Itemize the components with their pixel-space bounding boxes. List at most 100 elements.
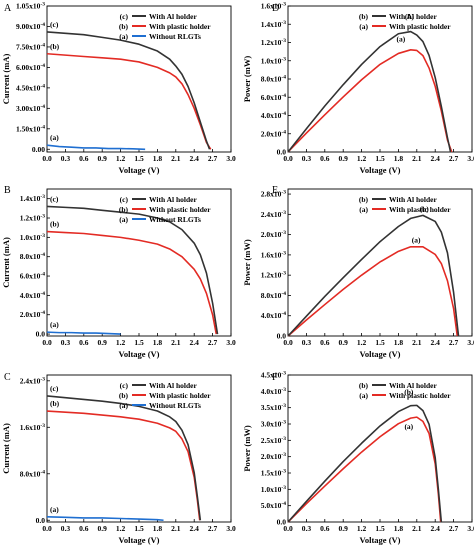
legend-entry: With Al holder bbox=[389, 195, 437, 204]
x-axis-label: Voltage (V) bbox=[360, 535, 401, 545]
y-tick-label: 2.0x10-4 bbox=[261, 129, 286, 138]
y-tick-label: 1.6x10-3 bbox=[261, 2, 286, 11]
x-tick-label: 0.3 bbox=[302, 154, 312, 163]
panel-label: D bbox=[272, 3, 279, 14]
x-tick-label: 0.6 bbox=[79, 154, 89, 163]
legend-entry: With Al holder bbox=[149, 381, 197, 390]
series-line-a bbox=[46, 144, 146, 151]
curve-label: (b) bbox=[50, 399, 60, 408]
series-line-a bbox=[287, 245, 459, 337]
y-tick-label: 4.5x10-3 bbox=[261, 371, 286, 380]
x-tick-label: 2.4 bbox=[190, 154, 200, 163]
x-tick-label: 2.1 bbox=[412, 524, 422, 533]
x-tick-label: 1.8 bbox=[394, 154, 404, 163]
panel-label: C bbox=[4, 372, 11, 383]
x-tick-label: 3.0 bbox=[226, 338, 236, 347]
y-tick-label: 8.0x10-4 bbox=[261, 75, 286, 84]
x-tick-label: 1.8 bbox=[153, 154, 163, 163]
y-tick-label: 4.0x10-4 bbox=[261, 311, 286, 320]
legend-tag: (a) bbox=[359, 391, 368, 400]
x-tick-label: 2.7 bbox=[449, 524, 459, 533]
curve-label: (a) bbox=[412, 236, 421, 245]
series-line-b bbox=[46, 410, 201, 521]
x-tick-label: 0.9 bbox=[339, 338, 349, 347]
legend-tag: (c) bbox=[120, 381, 129, 390]
y-tick-label: 0.00 bbox=[32, 145, 45, 154]
x-axis-label: Voltage (V) bbox=[119, 165, 160, 175]
curve-label: (b) bbox=[50, 220, 60, 229]
y-tick-label: 1.5x10-3 bbox=[261, 469, 286, 478]
x-axis-label: Voltage (V) bbox=[360, 349, 401, 359]
x-tick-label: 1.2 bbox=[116, 338, 126, 347]
y-tick-label: 5.0x10-4 bbox=[261, 501, 286, 510]
legend-tag: (b) bbox=[119, 391, 129, 400]
x-tick-label: 0.3 bbox=[61, 154, 71, 163]
curve-label: (c) bbox=[50, 384, 59, 393]
series-line-c bbox=[46, 205, 219, 335]
x-tick-label: 0.0 bbox=[42, 154, 52, 163]
legend-tag: (a) bbox=[119, 401, 128, 410]
x-tick-label: 2.4 bbox=[190, 524, 200, 533]
legend-tag: (c) bbox=[120, 195, 129, 204]
x-tick-label: 2.1 bbox=[171, 154, 181, 163]
legend-entry: With Al holder bbox=[389, 381, 437, 390]
x-tick-label: 2.4 bbox=[190, 338, 200, 347]
x-tick-label: 3.0 bbox=[467, 338, 474, 347]
x-tick-label: 0.0 bbox=[283, 524, 293, 533]
x-tick-label: 1.2 bbox=[357, 338, 367, 347]
y-tick-label: 4.50x10-4 bbox=[16, 83, 45, 92]
curve-label: (a) bbox=[50, 133, 59, 142]
y-tick-label: 2.4x10-3 bbox=[20, 376, 45, 385]
curve-label: (b) bbox=[405, 12, 415, 21]
legend-entry: With Al holder bbox=[149, 12, 197, 21]
curve-label: (b) bbox=[420, 204, 430, 213]
x-tick-label: 1.5 bbox=[134, 154, 144, 163]
x-tick-label: 3.0 bbox=[467, 524, 474, 533]
legend-entry: With plastic holder bbox=[389, 22, 451, 31]
x-tick-label: 1.5 bbox=[375, 154, 385, 163]
x-tick-label: 3.0 bbox=[467, 154, 474, 163]
x-tick-label: 1.2 bbox=[116, 524, 126, 533]
panel-D: D 0.0 0.3 0.6 0.9 1.2 1.5 1.8 2.1 2.4 2.7 3.0 0.0 2.0… bbox=[242, 2, 474, 176]
y-tick-label: 8.0x10-4 bbox=[261, 291, 286, 300]
series-line-a bbox=[287, 416, 442, 523]
x-tick-label: 2.1 bbox=[171, 524, 181, 533]
x-tick-label: 0.6 bbox=[320, 524, 330, 533]
x-tick-label: 1.5 bbox=[134, 338, 144, 347]
legend-entry: Without RLGTs bbox=[149, 32, 201, 41]
x-tick-label: 0.3 bbox=[61, 338, 71, 347]
x-tick-label: 1.8 bbox=[394, 338, 404, 347]
legend-entry: With Al holder bbox=[389, 12, 437, 21]
curve-label: (c) bbox=[50, 20, 59, 29]
legend-tag: (b) bbox=[359, 12, 369, 21]
y-tick-label: 1.2x10-3 bbox=[20, 214, 45, 223]
panel-A: A 0.0 0.3 0.6 0.9 1.2 1.5 1.8 2.1 2.4 2.7 3.0 0.00 1.… bbox=[1, 2, 236, 176]
x-tick-label: 1.2 bbox=[116, 154, 126, 163]
y-axis-label: Current (mA) bbox=[1, 423, 11, 474]
panel-B: B 0.0 0.3 0.6 0.9 1.2 1.5 1.8 2.1 2.4 2.7 3.0 0.0 2.0… bbox=[1, 185, 236, 359]
y-tick-label: 1.6x10-3 bbox=[20, 423, 45, 432]
y-tick-label: 4.0x10-4 bbox=[20, 291, 45, 300]
x-tick-label: 1.2 bbox=[357, 154, 367, 163]
y-tick-label: 2.0x10-3 bbox=[261, 452, 286, 461]
y-tick-label: 9.00x10-4 bbox=[16, 22, 45, 31]
y-tick-label: 6.0x10-4 bbox=[20, 272, 45, 281]
series-line-a bbox=[46, 331, 121, 335]
series-line-c bbox=[46, 31, 211, 150]
y-tick-label: 2.4x10-3 bbox=[261, 210, 286, 219]
y-axis-label: Power (mW) bbox=[242, 425, 252, 472]
x-tick-label: 2.4 bbox=[431, 524, 441, 533]
curve-label: (a) bbox=[50, 320, 59, 329]
y-axis-label: Current (mA) bbox=[1, 237, 11, 288]
x-tick-label: 0.3 bbox=[302, 524, 312, 533]
legend-tag: (a) bbox=[119, 32, 128, 41]
series-line-c bbox=[46, 395, 202, 521]
y-tick-label: 1.05x10-3 bbox=[16, 2, 45, 11]
x-tick-label: 2.1 bbox=[412, 338, 422, 347]
curve-label: (b) bbox=[50, 42, 60, 51]
series-line-a bbox=[46, 515, 164, 522]
x-tick-label: 0.6 bbox=[79, 524, 89, 533]
x-tick-label: 0.0 bbox=[42, 524, 52, 533]
legend-entry: With plastic holder bbox=[149, 391, 211, 400]
